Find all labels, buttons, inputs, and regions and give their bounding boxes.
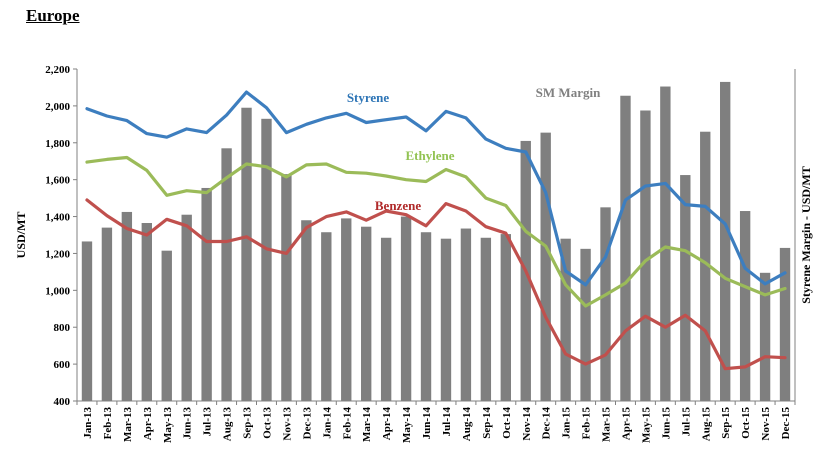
x-tick-label: Oct-15 [740,407,752,439]
bar-sm-margin [759,272,771,401]
bar-sm-margin [420,232,432,401]
bar-sm-margin [700,131,711,401]
bar-sm-margin [141,223,152,401]
x-tick-label: Nov-15 [760,407,772,441]
bar-sm-margin [301,220,312,401]
bar-sm-margin [660,86,671,402]
bar-sm-margin [101,227,113,401]
bar-sm-margin [640,110,651,401]
bar-sm-margin [540,132,551,401]
x-tick-label: Dec-13 [301,407,313,440]
x-tick-label: Feb-13 [102,407,114,440]
bar-sm-margin [241,107,252,401]
x-tick-label: Apr-14 [381,407,393,441]
x-tick-label: Aug-15 [700,407,712,442]
x-tick-label: Aug-13 [222,407,234,442]
bar-sm-margin [321,232,332,401]
bar-sm-margin [341,218,352,401]
bar-sm-margin [480,237,492,401]
x-tick-label: Jun-14 [421,407,433,440]
bar-sm-margin [380,237,392,401]
y-tick-label: 1,200 [45,248,70,260]
x-tick-label: Jan-13 [82,407,94,439]
x-tick-label: Nov-13 [281,407,293,441]
bar-sm-margin [580,248,591,401]
line-ethylene [85,155,787,308]
bar-sm-margin [739,211,751,401]
y-tick-label: 600 [54,359,71,371]
bar-sm-margin [261,118,272,402]
y-tick-label: 400 [54,396,71,408]
bar-sm-margin [600,207,611,401]
y-tick-label: 1,400 [45,212,70,224]
bar-sm-margin [181,214,192,401]
y-tick-label: 800 [54,322,71,334]
x-tick-label: May-14 [401,407,413,444]
series-label-ethylene: Ethylene [405,148,454,163]
x-tick-label: Sep-15 [720,407,732,439]
line-styrene [85,90,787,287]
bar-sm-margin [221,148,232,401]
x-tick-label: Jun-13 [182,407,194,440]
x-tick-label: Jul-15 [680,407,692,437]
x-tick-label: Aug-14 [461,407,473,442]
bar-sm-margin [720,81,731,402]
x-tick-label: Sep-14 [481,407,493,439]
y-tick-label: 2,200 [45,64,70,76]
x-tick-label: Apr-13 [142,407,154,441]
bar-sm-margin [281,174,292,401]
bar-sm-margin [680,175,691,401]
x-tick-label: Nov-14 [521,407,533,441]
bar-sm-margin [620,95,631,401]
y-tick-label: 2,000 [45,101,70,113]
bar-sm-margin [779,247,791,401]
x-tick-label: Mar-14 [361,407,373,443]
bar-sm-margin [361,226,372,401]
x-tick-label: Mar-13 [122,407,134,443]
x-tick-label: Apr-15 [620,407,632,441]
bar-sm-margin [400,216,412,401]
bar-sm-margin [500,234,511,401]
x-tick-label: Dec-15 [780,407,792,440]
x-tick-label: Jan-15 [561,407,573,439]
y-tick-label: 1,000 [45,285,70,297]
x-tick-label: Jul-14 [441,407,453,437]
bar-sm-margin [460,228,472,401]
x-tick-label: Jul-13 [202,407,214,437]
bar-sm-margin [81,241,93,401]
series-label-sm-margin: SM Margin [536,85,601,100]
x-tick-label: Oct-14 [501,407,513,439]
bar-sm-margin [121,211,133,401]
series-label-benzene: Benzene [375,198,421,213]
x-tick-label: Jan-14 [321,407,333,439]
bar-sm-margin [440,238,452,401]
bar-sm-margin [560,238,571,401]
y-tick-label: 1,800 [45,138,70,150]
x-tick-label: Feb-15 [581,407,593,440]
line-benzene [85,198,787,371]
x-tick-label: Dec-14 [541,407,553,440]
y-tick-label: 1,600 [45,175,70,187]
x-tick-label: Feb-14 [341,407,353,440]
bar-sm-margin [161,250,172,401]
x-tick-label: Oct-13 [261,407,273,439]
x-tick-label: Sep-13 [242,407,254,439]
x-tick-label: May-15 [640,407,652,444]
bar-sm-margin [201,187,212,401]
y2-axis-title: Styrene Margin - USD/MT [799,166,813,303]
y-axis-title: USD/MT [14,212,28,259]
x-tick-label: Jun-15 [660,407,672,440]
x-tick-label: Mar-15 [601,407,613,443]
x-tick-label: May-13 [162,407,174,444]
series-label-styrene: Styrene [347,90,390,105]
page-title: Europe [26,6,80,25]
